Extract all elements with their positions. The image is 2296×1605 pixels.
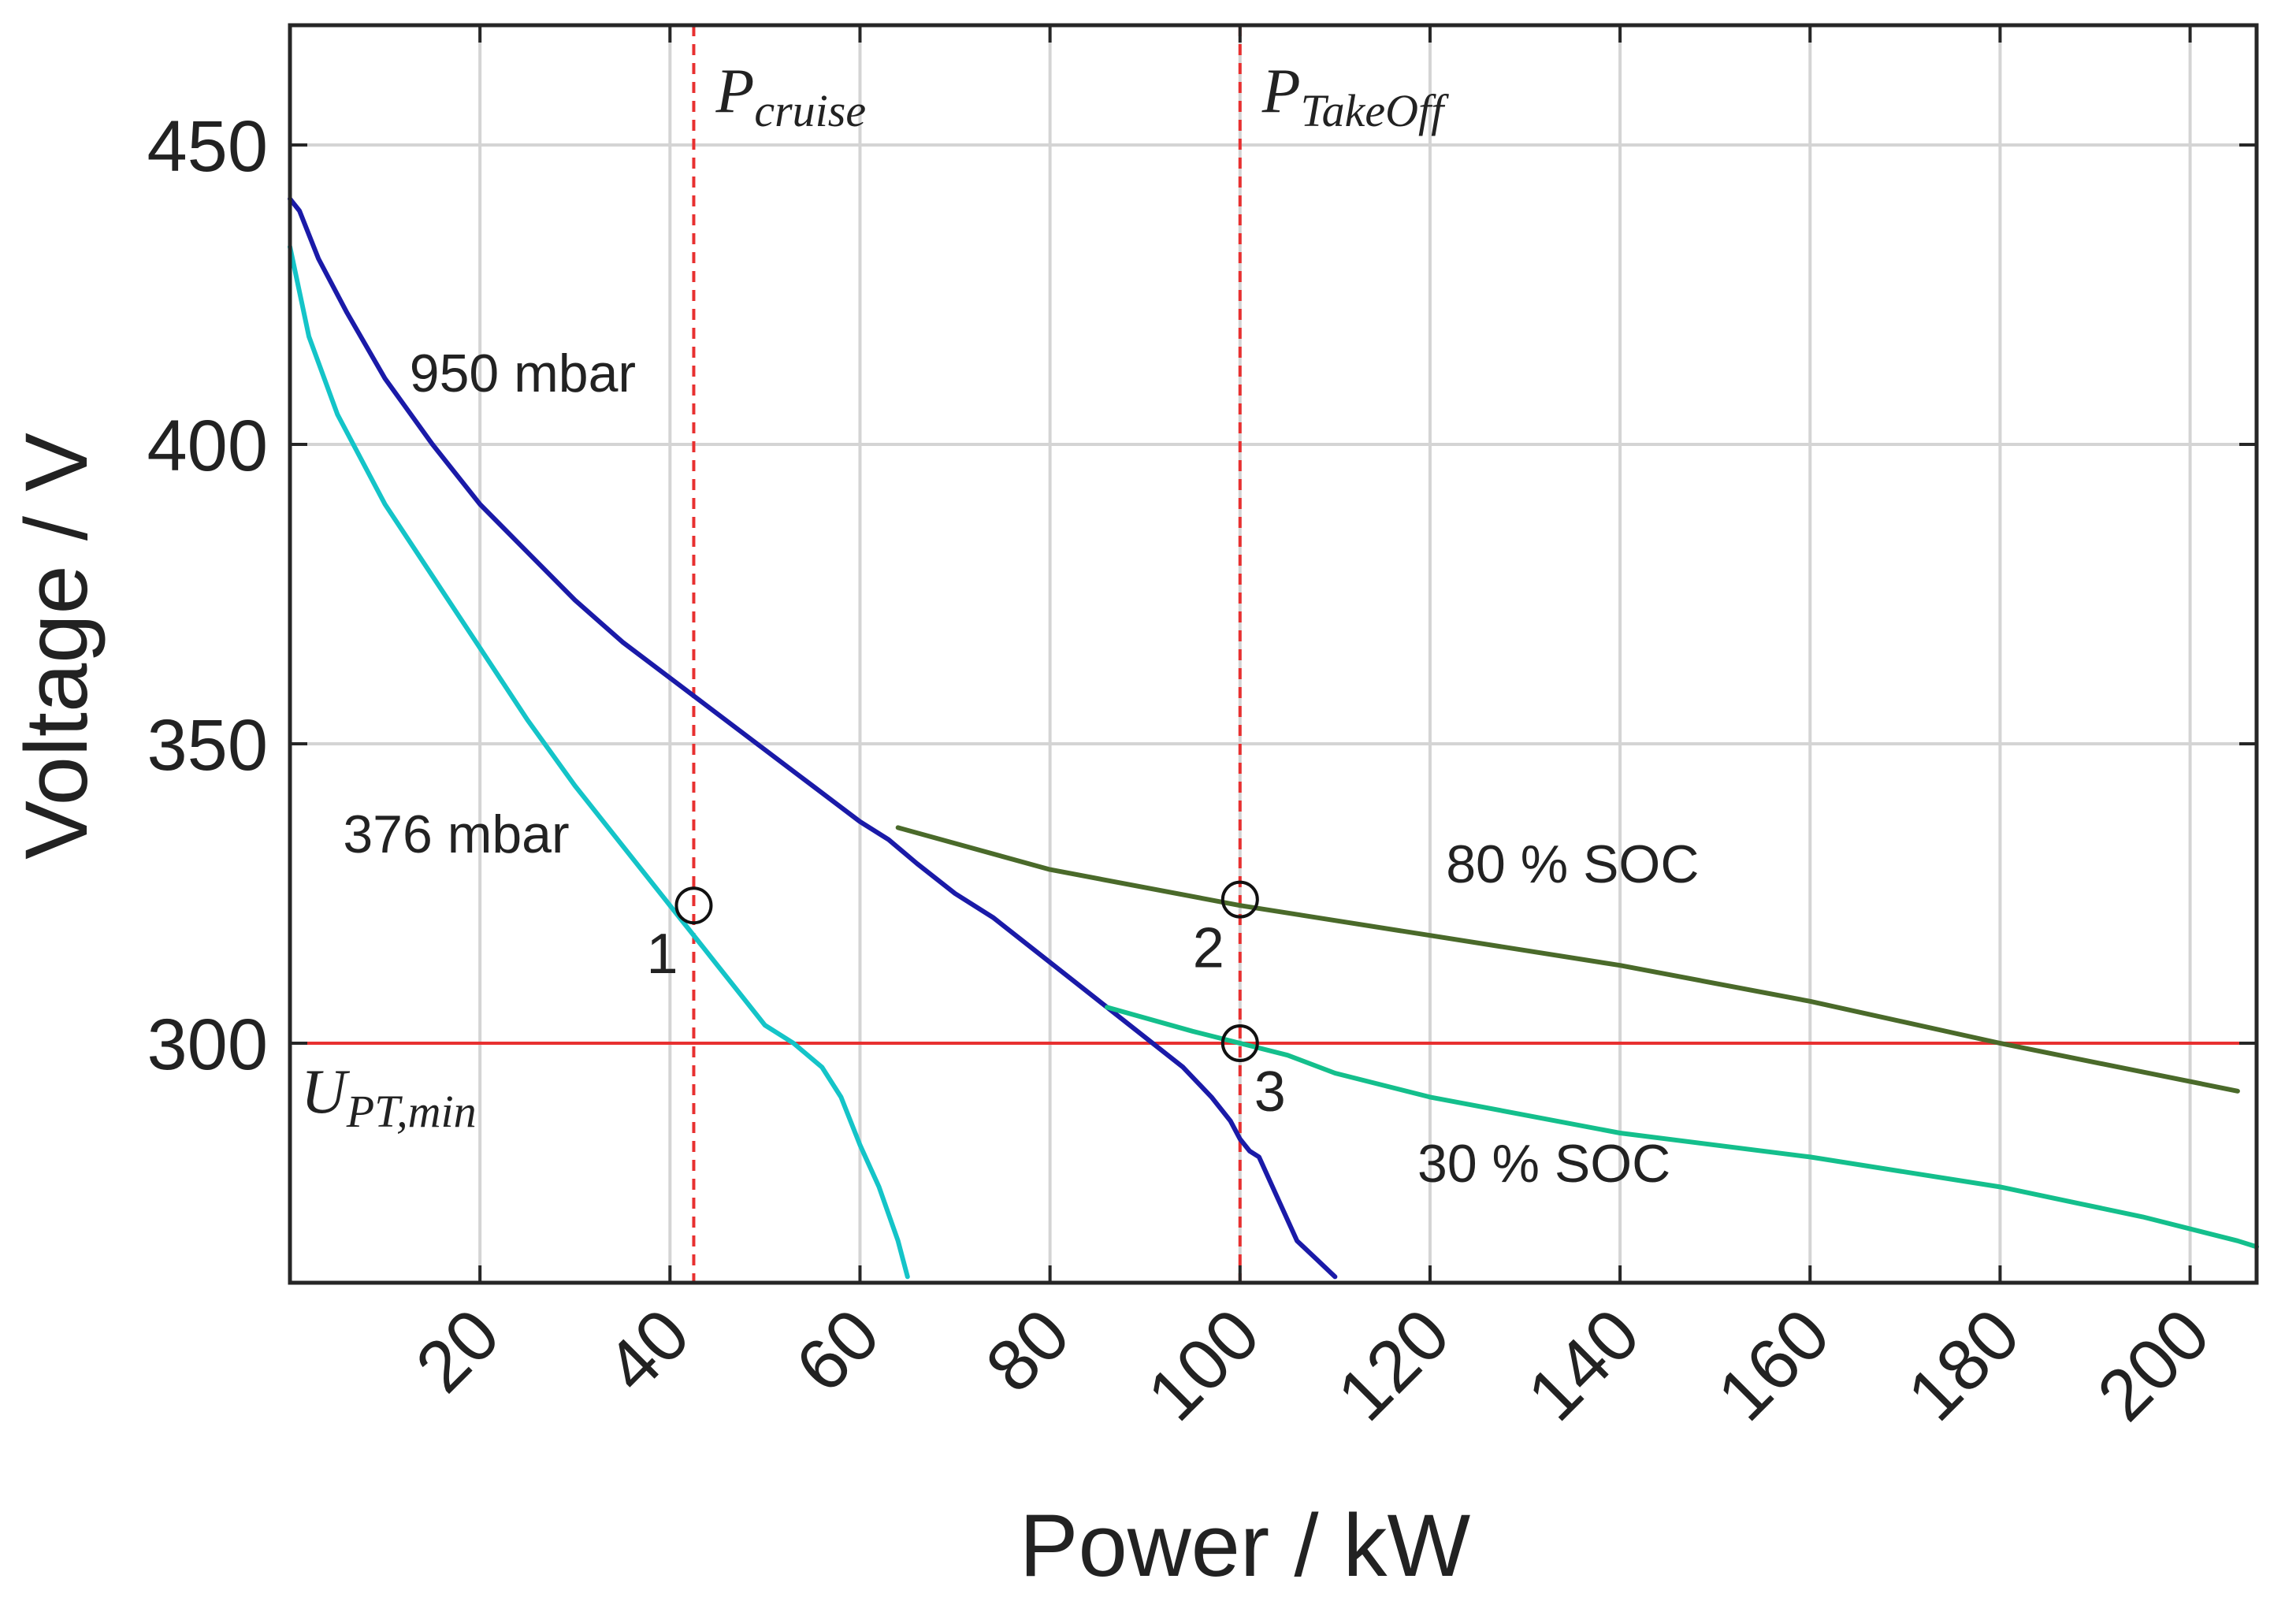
annotation-30-soc: 30 % SOC xyxy=(1417,1134,1670,1194)
y-tick-label: 300 xyxy=(147,1005,269,1085)
series-line-950-mbar xyxy=(288,196,1338,1280)
plot-frame xyxy=(288,23,2259,1285)
point-label-3: 3 xyxy=(1254,1061,1286,1124)
y-tick-label: 450 xyxy=(147,106,269,187)
point-marker-3 xyxy=(1220,1024,1259,1062)
point-label-2: 2 xyxy=(1193,917,1224,980)
annotation-376-mbar: 376 mbar xyxy=(343,804,569,864)
x-axis-label: Power / kW xyxy=(1020,1496,1471,1595)
point-marker-1 xyxy=(674,886,713,925)
series-lines xyxy=(288,196,2259,1280)
marked-points: 1 2 3 xyxy=(646,880,1286,1124)
reference-label-takeoff: PTakeOff xyxy=(1261,57,1449,136)
annotations: Pcruise PTakeOff UPT,min 950 mbar 376 mbar 80… xyxy=(301,57,1699,1194)
y-tick-label: 350 xyxy=(147,705,269,786)
point-label-1: 1 xyxy=(646,923,678,986)
reference-label-cruise: Pcruise xyxy=(715,57,866,136)
reference-label-upt-min: UPT,min xyxy=(301,1057,477,1137)
reference-lines xyxy=(290,25,2257,1283)
y-tick-label: 400 xyxy=(147,406,269,486)
y-axis-label: Voltage / V xyxy=(7,433,106,860)
series-line-80-soc xyxy=(895,825,2240,1094)
point-marker-2 xyxy=(1220,880,1259,919)
series-line-30-soc xyxy=(1105,1005,2259,1250)
annotation-80-soc: 80 % SOC xyxy=(1446,834,1699,894)
annotation-950-mbar: 950 mbar xyxy=(410,344,636,403)
series-line-376-mbar xyxy=(288,244,910,1280)
